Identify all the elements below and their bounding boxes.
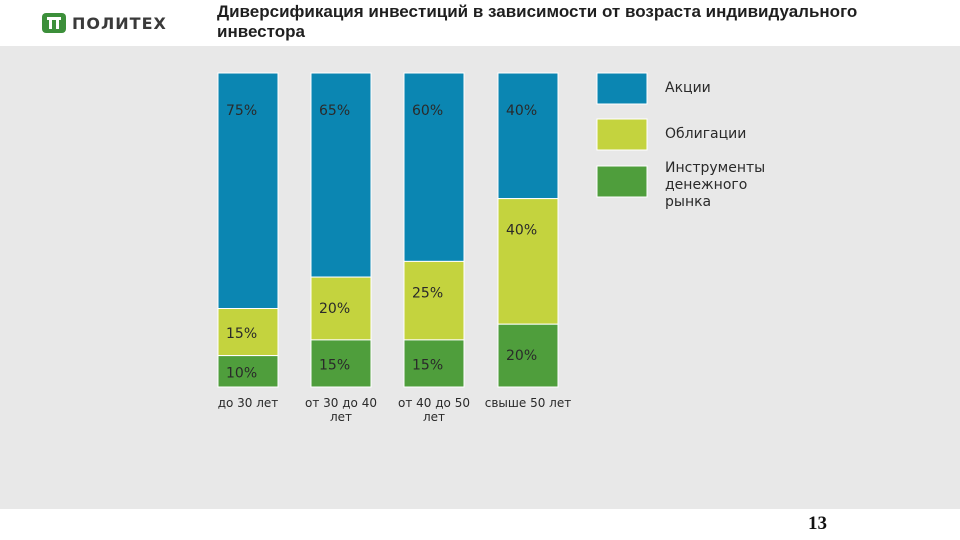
bar-segment [403,72,465,262]
bar-segment [497,323,559,388]
legend-swatch [596,118,648,151]
page-number: 13 [808,513,827,534]
legend-label: Инструменты денежного рынка [665,160,765,210]
legend-label: Облигации [665,126,746,142]
bar-segment [310,339,372,388]
data-label: 15% [412,357,443,373]
data-label: 40% [506,103,537,119]
data-label: 75% [226,103,257,119]
logo-mark-icon [42,13,66,33]
data-label: 10% [226,365,257,381]
data-label: 25% [412,285,443,301]
bar-segment [497,72,559,200]
bar-segment [497,198,559,325]
data-label: 65% [319,103,350,119]
data-label: 20% [319,301,350,317]
data-label: 15% [226,326,257,342]
data-label: 40% [506,223,537,239]
bar-segment [403,339,465,388]
data-label: 60% [412,103,443,119]
logo: ПОЛИТЕХ [42,12,167,34]
category-label: до 30 лет [218,396,279,410]
data-label: 20% [506,348,537,364]
data-label: 15% [319,357,350,373]
page-title: Диверсификация инвестиций в зависимости … [217,2,858,41]
category-label: свыше 50 лет [485,396,571,410]
bar-segment [403,260,465,341]
legend-swatch [596,165,648,198]
logo-text: ПОЛИТЕХ [72,13,167,33]
category-label: от 40 до 50 лет [398,396,470,424]
chart-panel [0,46,960,509]
legend-label: Акции [665,80,711,96]
bar-segment [310,276,372,341]
bar-segment [217,355,279,388]
legend-swatch [596,72,648,105]
header: ПОЛИТЕХ Диверсификация инвестиций в зави… [0,0,960,46]
category-label: от 30 до 40 лет [305,396,377,424]
